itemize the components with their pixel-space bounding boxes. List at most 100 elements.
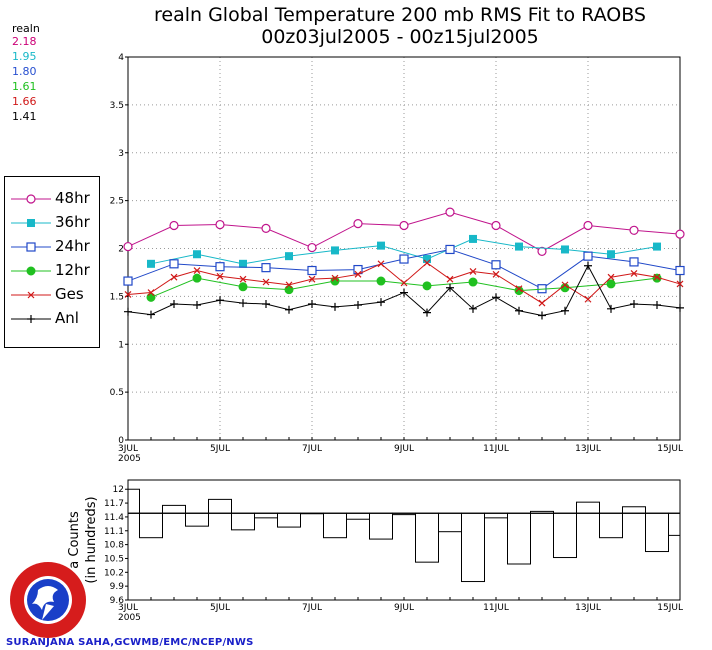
- y-tick-label: 0: [118, 436, 124, 446]
- data-point: [561, 306, 569, 315]
- data-point: [538, 299, 546, 307]
- data-point: [423, 308, 431, 317]
- count-bar: [599, 512, 623, 539]
- y-tick-label: 11.1: [104, 527, 124, 537]
- count-bar: [208, 498, 232, 514]
- data-point: [307, 242, 317, 253]
- data-point: [147, 259, 155, 268]
- count-bar: [323, 512, 347, 539]
- data-point: [399, 254, 409, 264]
- count-plot-frame: [127, 479, 681, 601]
- data-point: [123, 276, 133, 286]
- data-point: [27, 291, 35, 299]
- data-point: [629, 257, 639, 267]
- count-plot-area: 9.6 9.9 10.2 10.5 10.8 11.1 11.4 11.7 12 3JUL2005…: [67, 479, 683, 623]
- data-point: [653, 242, 661, 251]
- y-tick-label: 2.5: [110, 197, 124, 207]
- x-tick-label: 5JUL: [210, 603, 230, 613]
- data-point: [423, 259, 431, 267]
- run-summary-value: 1.41: [12, 110, 37, 123]
- series-anl: [124, 261, 684, 320]
- data-point: [515, 306, 523, 315]
- legend-swatch: [11, 266, 51, 276]
- legend-swatch: [11, 219, 51, 227]
- data-point: [492, 270, 500, 278]
- series-48hr: [123, 207, 685, 256]
- y-tick-label: 11.7: [104, 499, 124, 509]
- series-ges: [124, 259, 684, 307]
- count-bar: [576, 501, 600, 514]
- data-point: [331, 246, 339, 255]
- y-tick-label: 4: [118, 53, 124, 63]
- count-bar: [622, 506, 646, 514]
- data-point: [147, 289, 155, 296]
- data-point: [193, 250, 201, 259]
- y-tick-label: 3.5: [110, 101, 124, 111]
- count-y-label-line2: (in hundreds): [84, 496, 99, 583]
- cyclone-icon: [32, 586, 58, 610]
- legend-swatch: [11, 194, 51, 204]
- x-tick-sublabel: 2005: [118, 454, 141, 464]
- count-bar: [415, 512, 439, 563]
- data-point: [193, 267, 201, 274]
- y-tick-label: 12: [113, 485, 124, 495]
- data-point: [607, 304, 615, 313]
- y-tick-label: 10.8: [104, 541, 124, 551]
- series-36hr: [147, 234, 661, 268]
- y-tick-label: 0.5: [110, 388, 124, 398]
- count-bar: [185, 512, 209, 527]
- data-point: [538, 311, 546, 320]
- run-summary-value: 1.95: [12, 50, 37, 63]
- x-tick-label: 15JUL: [657, 444, 683, 454]
- data-point: [446, 283, 454, 292]
- data-point: [607, 250, 615, 259]
- legend-swatch: [11, 242, 51, 252]
- data-point: [399, 220, 409, 231]
- data-point: [239, 299, 247, 308]
- y-tick-label: 3: [118, 149, 124, 159]
- data-point: [307, 265, 317, 276]
- y-tick-label: 10.5: [104, 554, 124, 564]
- count-y-label-line1: a Counts: [67, 511, 82, 569]
- data-point: [308, 275, 316, 283]
- data-point: [584, 261, 592, 270]
- x-tick-label: 7JUL: [302, 603, 322, 613]
- data-point: [308, 300, 316, 309]
- x-tick-label: 5JUL: [210, 444, 230, 454]
- legend-label: Ges: [55, 285, 84, 303]
- y-tick-label: 9.6: [110, 596, 125, 606]
- y-tick-label: 10.2: [104, 568, 124, 578]
- data-point: [331, 302, 339, 311]
- legend-item-48hr: 48hr: [5, 187, 99, 211]
- data-point: [27, 219, 35, 227]
- data-point: [515, 285, 523, 293]
- count-bar: [346, 512, 370, 520]
- data-point: [238, 282, 248, 292]
- lightning-icon: [42, 604, 54, 620]
- data-point: [676, 303, 684, 312]
- run-summary-value: 2.18: [12, 35, 37, 48]
- data-point: [583, 251, 593, 261]
- data-point: [376, 276, 386, 286]
- count-bar: [231, 512, 255, 531]
- y-tick-label: 1: [118, 340, 124, 350]
- data-point: [331, 274, 339, 282]
- x-tick-label: 3JUL: [118, 444, 138, 454]
- data-point: [446, 275, 454, 283]
- nws-logo: [8, 560, 88, 640]
- legend-swatch: [11, 315, 51, 323]
- data-point: [26, 266, 36, 276]
- legend-item-36hr: 36hr: [5, 211, 99, 235]
- run-summary-value: 1.61: [12, 80, 37, 93]
- count-bar: [254, 512, 278, 519]
- data-point: [422, 281, 432, 291]
- data-point: [468, 277, 478, 287]
- data-point: [216, 272, 224, 280]
- chart-title-line1: realn Global Temperature 200 mb RMS Fit …: [154, 4, 646, 26]
- x-tick-label: 15JUL: [657, 603, 683, 613]
- data-point: [469, 234, 477, 243]
- data-point: [216, 296, 224, 305]
- legend-label: 12hr: [55, 261, 90, 279]
- y-tick-label: 2: [118, 245, 124, 255]
